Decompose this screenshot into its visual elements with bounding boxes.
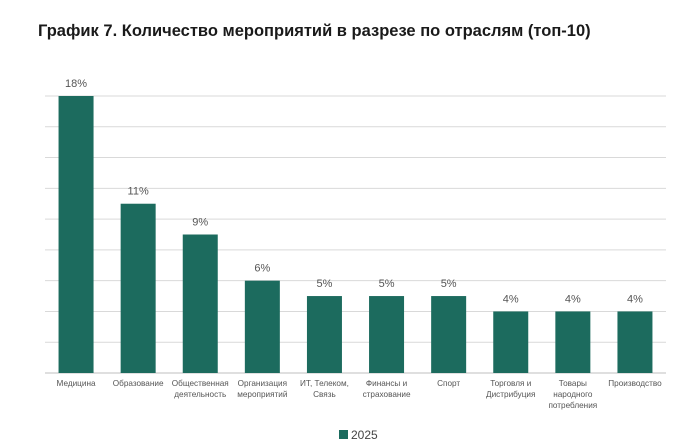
bar <box>120 203 156 373</box>
bars <box>58 96 653 373</box>
category-label: Медицина <box>57 379 96 388</box>
value-label: 5% <box>379 278 395 290</box>
value-label: 6% <box>254 263 270 275</box>
bar <box>244 280 280 373</box>
bar <box>306 296 342 373</box>
category-label: Образование <box>113 379 164 388</box>
value-labels: 18% 11% 9% 6% 5% 5% 5% 4% 4% 4% <box>65 78 643 305</box>
category-label: Спорт <box>437 379 460 388</box>
value-label: 9% <box>192 217 208 229</box>
category-label: Общественная деятельность <box>172 379 229 399</box>
value-label: 5% <box>316 278 332 290</box>
bar <box>431 296 467 373</box>
bar <box>493 311 529 373</box>
value-label: 4% <box>503 293 519 305</box>
legend: 2025 <box>339 428 378 442</box>
value-label: 18% <box>65 78 87 90</box>
value-label: 4% <box>565 293 581 305</box>
value-label: 4% <box>627 293 643 305</box>
category-label: ИТ, Телеком, Связь <box>300 379 349 399</box>
bar <box>617 311 653 373</box>
bar <box>369 296 405 373</box>
category-label: Товары народного потребления <box>548 379 597 410</box>
chart-title: График 7. Количество мероприятий в разре… <box>38 22 591 40</box>
legend-label: 2025 <box>351 428 378 442</box>
legend-swatch <box>339 430 348 439</box>
category-label: Организация мероприятий <box>237 379 287 399</box>
bar <box>58 96 94 373</box>
category-label: Производство <box>608 379 662 388</box>
value-label: 5% <box>441 278 457 290</box>
category-labels: Медицина Образование Общественная деятельно… <box>57 379 663 410</box>
bar <box>182 234 218 373</box>
gridlines <box>45 95 666 374</box>
value-label: 11% <box>128 186 149 198</box>
category-label: Торговля и Дистрибуция <box>486 379 535 399</box>
category-label: Финансы и страхование <box>363 379 411 399</box>
bar <box>555 311 591 373</box>
